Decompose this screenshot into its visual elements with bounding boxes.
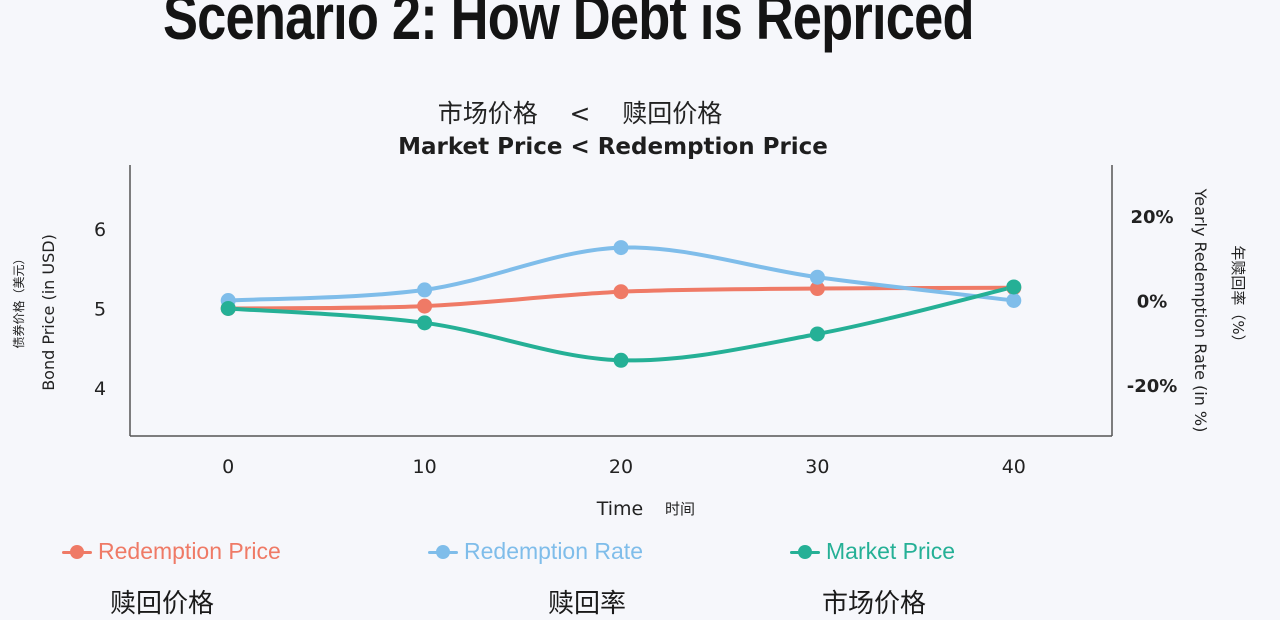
y-right-tick-label: -20% [1127, 376, 1178, 397]
x-axis-title: Time [596, 498, 644, 520]
chart-axes [129, 165, 1113, 437]
legend-label: Redemption Price [98, 538, 281, 564]
legend-item-market-price: Market Price [790, 538, 955, 565]
chart-series-lines [226, 245, 1016, 363]
redemption-price-point [809, 281, 825, 297]
legend-label: Redemption Rate [464, 538, 643, 564]
legend-label: Market Price [826, 538, 956, 564]
redemption-rate-point [417, 282, 433, 298]
y-left-tick-label: 6 [94, 219, 106, 241]
x-tick-label: 40 [1002, 456, 1026, 478]
y-left-axis-title: Bond Price (in USD) [39, 234, 58, 391]
market-price-point [1006, 279, 1022, 295]
redemption-rate-point [613, 240, 629, 256]
x-tick-label: 10 [413, 456, 437, 478]
y-right-axis-title-cn: 年赎回率（%） [1229, 245, 1247, 349]
redemption-rate-point [1006, 293, 1022, 308]
legend-item-redemption-rate: Redemption Rate [428, 538, 643, 565]
x-tick-label: 30 [805, 456, 829, 478]
slide-title: Scenario 2: How Debt is Repriced [163, 0, 975, 53]
redemption-price-point [417, 298, 433, 314]
chart-data-points [220, 240, 1022, 368]
x-tick-label: 0 [222, 456, 234, 478]
x-axis-title-cn: 时间 [665, 500, 695, 518]
chart-title: Market Price < Redemption Price [398, 134, 828, 160]
legend-marker [62, 544, 92, 559]
legend-item-redemption-price: Redemption Price [62, 538, 281, 565]
x-tick-label: 20 [609, 456, 633, 478]
y-right-tick-label: 0% [1137, 292, 1168, 313]
legend-marker [428, 544, 458, 559]
market-price-point [417, 315, 433, 331]
y-left-tick-label: 4 [94, 378, 106, 400]
market-price-point [613, 352, 629, 368]
y-left-axis-title-cn: 债券价格（美元） [11, 252, 26, 348]
line-chart: 0 10 20 30 40 4 5 6 20% 0% -20% Time 时间 Bond Price (i… [11, 165, 1247, 520]
y-left-tick-label: 5 [94, 298, 106, 320]
chart-axis-labels: 0 10 20 30 40 4 5 6 20% 0% -20% Time 时间 Bond Price (i… [11, 188, 1247, 520]
y-right-tick-label: 20% [1130, 207, 1173, 228]
redemption-price-point [613, 284, 629, 300]
y-right-axis-title: Yearly Redemption Rate (in %) [1191, 188, 1210, 433]
market-price-point [220, 300, 236, 316]
market-price-point [809, 326, 825, 342]
legend-marker [790, 544, 820, 559]
chart-title-cn: 市场价格 < 赎回价格 [437, 99, 723, 128]
redemption-rate-point [809, 269, 825, 285]
